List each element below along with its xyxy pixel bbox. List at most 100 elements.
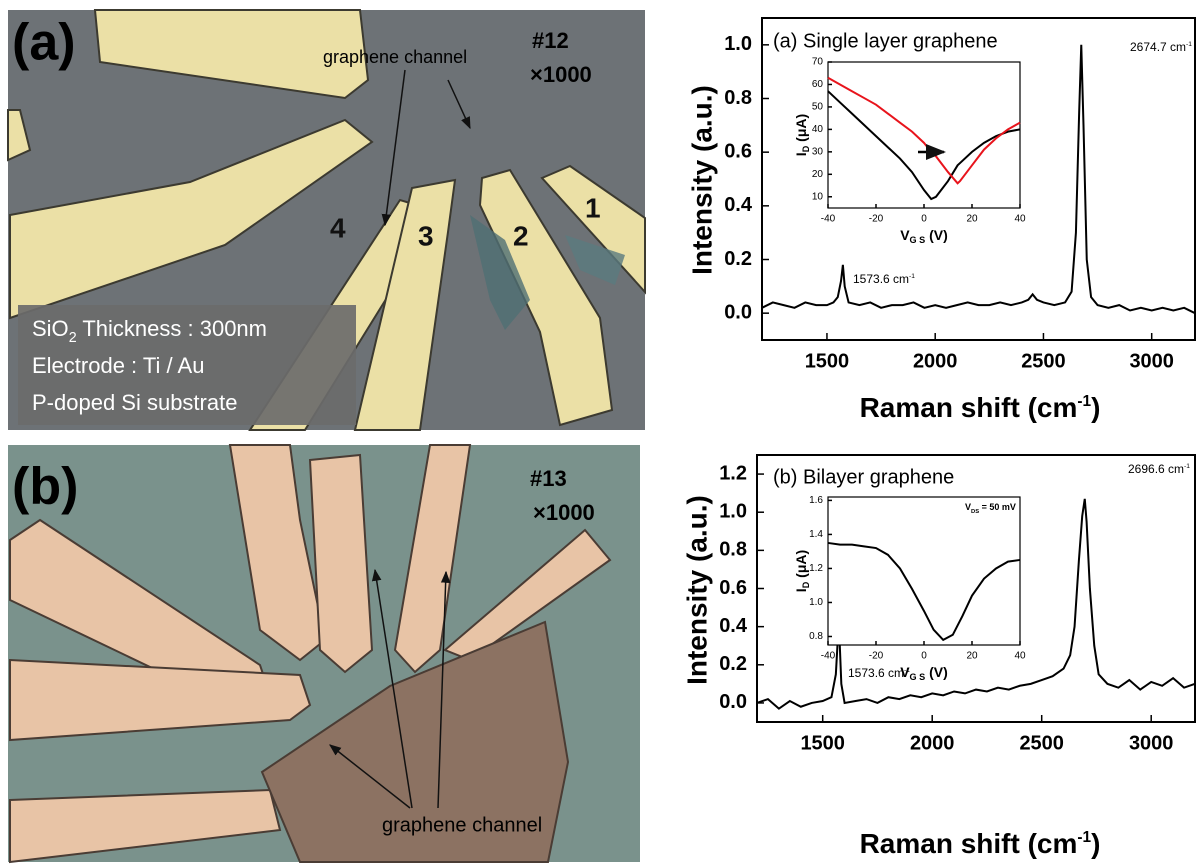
y-tick-label: 0.6 xyxy=(724,140,752,162)
y-tick-label: 0.0 xyxy=(719,691,747,713)
y-axis-label: Intensity (a.u.) xyxy=(686,85,717,275)
arrow xyxy=(381,69,406,227)
text-part: = 50 mV xyxy=(979,502,1016,512)
annotation: 1573.6 cm-1 xyxy=(853,272,915,286)
y-tick-label: 20 xyxy=(812,169,824,180)
x-tick-label: -40 xyxy=(821,214,836,225)
arrow-label: graphene channel xyxy=(382,814,542,836)
x-tick-label: -40 xyxy=(821,651,836,662)
plot-area xyxy=(827,496,1021,646)
magnification: ×1000 xyxy=(530,62,592,87)
text-part: G S xyxy=(910,235,926,245)
electrode xyxy=(9,118,374,320)
y-tick-label: 1.6 xyxy=(809,495,823,506)
y-axis-label: ID (μA) xyxy=(793,550,812,592)
text-part: (μA) xyxy=(793,114,809,146)
electrode-number: 4 xyxy=(330,212,346,243)
x-tick-label: -20 xyxy=(869,214,884,225)
x-tick-label: 40 xyxy=(1014,651,1026,662)
chart-title: (a) Single layer graphene xyxy=(773,30,998,52)
text-part: ) xyxy=(1091,392,1100,423)
electrode-number: 1 xyxy=(585,192,601,223)
y-tick-label: 1.2 xyxy=(809,563,823,574)
text-part: -1 xyxy=(1077,393,1091,410)
text-part: D xyxy=(801,145,811,152)
y-tick-label: 0.8 xyxy=(809,631,823,642)
info-text: SiO2 Thickness : 300nm Electrode : Ti / A… xyxy=(32,316,267,415)
text-part: DS xyxy=(971,509,979,515)
arrow xyxy=(371,568,413,809)
y-tick-label: 10 xyxy=(812,191,824,202)
micrograph-a: (a) #12 ×1000 graphene channel 1 2 3 4 S… xyxy=(7,9,646,431)
text-part: Raman shift (cm xyxy=(860,828,1078,859)
x-tick-label: 2000 xyxy=(913,350,958,372)
info-line: SiO2 Thickness : 300nm xyxy=(32,316,267,346)
electrode xyxy=(93,9,370,100)
y-tick-label: 0.4 xyxy=(724,194,753,216)
text-part: -1 xyxy=(904,667,910,674)
text-part: 2 xyxy=(69,330,77,346)
chart-title: (b) Bilayer graphene xyxy=(773,466,954,488)
text-part: SiO xyxy=(32,316,69,341)
electrode-number: 2 xyxy=(513,220,529,251)
x-axis-label: VG S (V) xyxy=(900,664,948,683)
y-axis-label: Intensity (a.u.) xyxy=(681,495,712,685)
y-axis-label: ID (μA) xyxy=(793,114,812,156)
annotation: 2696.6 cm-1 xyxy=(1128,462,1190,476)
y-tick-label: 0.2 xyxy=(724,248,752,270)
y-tick-label: 1.4 xyxy=(809,529,823,540)
info-line: P-doped Si substrate xyxy=(32,390,237,415)
x-tick-label: 2500 xyxy=(1021,350,1066,372)
y-tick-label: 0.6 xyxy=(719,577,747,599)
y-tick-label: 1.2 xyxy=(719,462,747,484)
text-part: 2674.7 cm xyxy=(1130,40,1186,54)
electrodes xyxy=(9,444,612,864)
text-part: V xyxy=(900,227,910,243)
arrow xyxy=(329,744,411,809)
text-part: (μA) xyxy=(793,550,809,582)
annotation: 2674.7 cm-1 xyxy=(1130,40,1192,54)
sample-id: #13 xyxy=(530,466,567,491)
graphene-flake xyxy=(470,215,530,330)
electrode-number: 3 xyxy=(418,220,434,251)
y-tick-label: 1.0 xyxy=(809,597,823,608)
x-tick-label: 2000 xyxy=(910,732,955,754)
y-tick-label: 70 xyxy=(812,57,824,68)
y-tick-label: 30 xyxy=(812,146,824,157)
text-part: I xyxy=(793,152,809,156)
y-tick-label: 0.8 xyxy=(724,87,752,109)
electrode xyxy=(9,658,312,742)
y-tick-label: 1.0 xyxy=(719,500,747,522)
text-part: Raman shift (cm xyxy=(860,392,1078,423)
y-tick-label: 50 xyxy=(812,102,824,113)
micrograph-b: (b) #13 ×1000 graphene channel xyxy=(8,444,640,864)
info-line: Electrode : Ti / Au xyxy=(32,353,204,378)
text-part: -1 xyxy=(1184,463,1190,470)
text-part: G S xyxy=(910,672,926,682)
x-tick-label: 3000 xyxy=(1129,732,1174,754)
text-part: 1573.6 cm xyxy=(853,272,909,286)
y-tick-label: 1.0 xyxy=(724,33,752,55)
y-tick-label: 0.8 xyxy=(719,539,747,561)
x-axis-label: Raman shift (cm-1) xyxy=(860,828,1101,859)
electrode xyxy=(353,178,457,431)
y-tick-label: 0.2 xyxy=(719,653,747,675)
x-tick-label: 1500 xyxy=(805,350,850,372)
arrow xyxy=(437,570,451,809)
y-tick-label: 0.4 xyxy=(719,615,748,637)
electrode xyxy=(7,109,32,162)
series-line xyxy=(756,498,1196,710)
graphene-flake xyxy=(565,235,625,285)
text-part: ) xyxy=(1091,828,1100,859)
x-tick-label: 20 xyxy=(966,651,978,662)
x-tick-label: 0 xyxy=(921,214,927,225)
x-tick-label: 40 xyxy=(1014,214,1026,225)
text-part: V xyxy=(965,502,971,512)
x-tick-label: 0 xyxy=(921,651,927,662)
y-tick-label: 0.0 xyxy=(724,301,752,323)
x-axis-label: Raman shift (cm-1) xyxy=(860,392,1101,423)
x-tick-label: 2500 xyxy=(1019,732,1064,754)
text-part: (V) xyxy=(925,664,948,680)
series-line xyxy=(827,90,1021,201)
